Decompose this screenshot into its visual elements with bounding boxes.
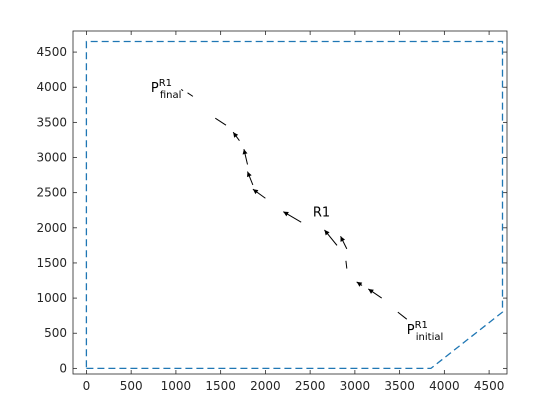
- trajectory-arrowhead: [283, 211, 289, 217]
- trajectory-segment: [345, 260, 348, 269]
- trajectory-arrowhead: [247, 171, 252, 178]
- y-tick-label: 4500: [36, 45, 67, 59]
- plot-area: [72, 30, 508, 375]
- x-tick-label: 3000: [340, 379, 371, 393]
- x-axis: 0 500 1000 1500 2000 2500 3000 3500 4000 4500: [83, 31, 505, 393]
- y-tick-label: 3000: [36, 151, 67, 165]
- trajectory-arrowhead: [242, 149, 248, 155]
- y-tick-label: 0: [59, 361, 67, 375]
- y-axis: 0 500 1000 1500 2000 2500 3000 3500 4000 4500: [36, 45, 507, 375]
- trajectory-arrowhead: [324, 229, 330, 236]
- trajectory-arrowhead: [356, 281, 363, 287]
- trajectory-arrowhead: [368, 288, 374, 294]
- y-tick-label: 4000: [36, 80, 67, 94]
- x-tick-label: 4500: [474, 379, 505, 393]
- x-tick-label: 0: [83, 379, 91, 393]
- x-tick-label: 1000: [161, 379, 192, 393]
- boundary-line: [85, 40, 504, 370]
- y-tick-label: 3500: [36, 115, 67, 129]
- y-tick-label: 2000: [36, 221, 67, 235]
- trajectory-layer: [180, 88, 408, 320]
- trajectory-segment: [397, 311, 408, 320]
- x-tick-label: 1500: [205, 379, 236, 393]
- annotation-layer: PR1 final R1 PR1 initial: [151, 78, 443, 343]
- trajectory-arrowhead: [340, 236, 346, 242]
- annotation-r1: R1: [313, 206, 330, 221]
- trajectory-segment: [180, 88, 184, 92]
- x-tick-label: 4000: [429, 379, 460, 393]
- annotation-p-final: PR1 final: [151, 78, 182, 101]
- y-tick-label: 1500: [36, 256, 67, 270]
- trajectory-segment: [187, 92, 194, 97]
- trajectory-segment: [215, 117, 227, 126]
- boundary-layer: [85, 40, 504, 370]
- y-tick-label: 500: [44, 326, 67, 340]
- trajectory-arrowhead: [252, 189, 259, 195]
- x-tick-label: 500: [120, 379, 143, 393]
- x-tick-label: 2500: [295, 379, 326, 393]
- x-tick-label: 2000: [250, 379, 281, 393]
- y-tick-label: 1000: [36, 291, 67, 305]
- trajectory-arrowhead: [233, 132, 239, 138]
- x-tick-label: 3500: [384, 379, 415, 393]
- y-tick-label: 2500: [36, 186, 67, 200]
- annotation-p-initial: PR1 initial: [407, 320, 444, 343]
